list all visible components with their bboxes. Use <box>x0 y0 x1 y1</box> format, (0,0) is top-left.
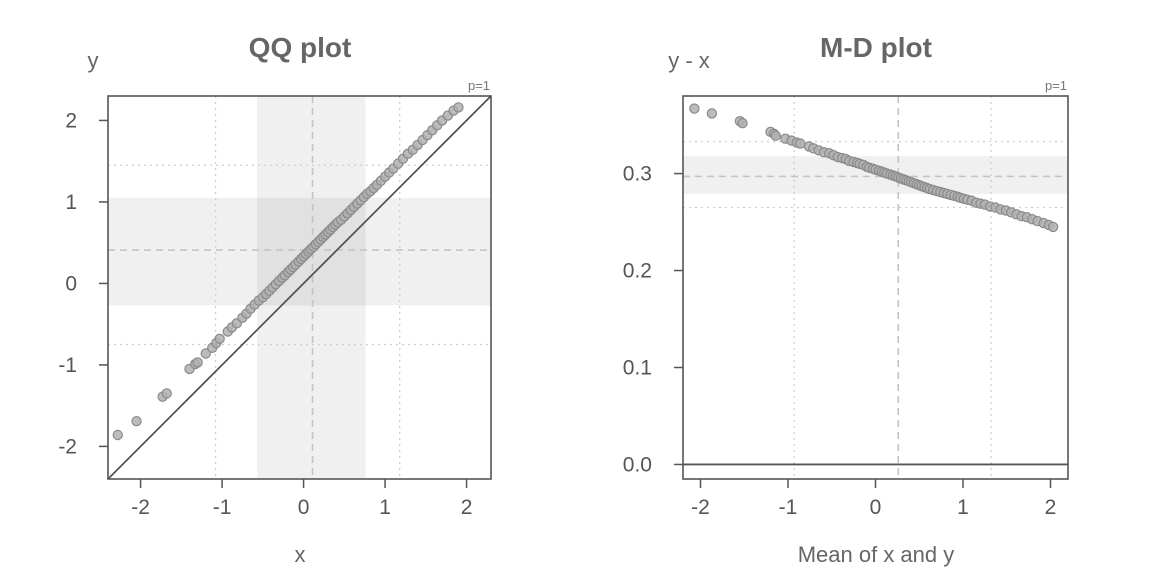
qq-x-tick-label: -2 <box>131 496 150 519</box>
md-data-point <box>689 103 700 114</box>
md-data-point <box>795 138 806 149</box>
md-corner-label: p=1 <box>1045 78 1067 93</box>
qq-data-point <box>200 348 211 359</box>
qq-plot-frame <box>107 95 492 480</box>
qq-y-axis-label: y <box>88 48 99 73</box>
md-title: M-D plot <box>820 32 932 63</box>
md-y-tick-label: 0.3 <box>623 163 652 186</box>
qq-identity-line <box>108 96 491 479</box>
md-y-tick-label: 0.1 <box>623 356 652 379</box>
qq-y-tick-label: 1 <box>65 191 77 214</box>
qq-y-tick-label: -2 <box>58 435 77 458</box>
md-x-tick-label: 0 <box>870 496 882 519</box>
md-data-point <box>706 108 718 119</box>
qq-data-point <box>192 357 203 368</box>
qq-x-tick-label: 1 <box>379 496 391 519</box>
md-y-tick-label: 0.2 <box>623 260 652 283</box>
qq-title: QQ plot <box>249 32 352 63</box>
qq-x-tick-label: 0 <box>298 496 310 519</box>
md-x-tick-label: -2 <box>691 496 710 519</box>
qq-plot-area <box>108 96 491 479</box>
md-plot-area <box>683 96 1068 479</box>
qq-data-point <box>131 415 142 427</box>
md-data-point <box>737 117 748 129</box>
qq-y-tick-label: 0 <box>65 272 77 295</box>
md-x-tick-label: 1 <box>957 496 969 519</box>
qq-data-point <box>161 388 172 399</box>
qq-data-point <box>214 333 225 345</box>
qq-data-point <box>112 429 123 441</box>
md-y-tick-label: 0.0 <box>623 453 652 476</box>
md-x-axis-label: Mean of x and y <box>798 542 955 567</box>
md-plot-frame <box>682 95 1069 480</box>
md-data-point <box>1047 221 1059 233</box>
qq-plot-panel: -2 -1 0 1 2 -2 -1 0 1 2 QQ plot y x p=1 <box>58 32 492 567</box>
md-y-quartile-band <box>683 156 1068 194</box>
qq-data-point <box>453 102 464 113</box>
qq-x-axis-label: x <box>295 542 306 567</box>
md-data-point <box>770 130 781 141</box>
md-x-tick-label: 2 <box>1045 496 1057 519</box>
md-x-tick-label: -1 <box>779 496 798 519</box>
qq-y-tick-label: 2 <box>65 109 77 132</box>
md-y-axis-label: y - x <box>668 48 710 73</box>
qq-y-tick-label: -1 <box>58 354 77 377</box>
qq-x-tick-label: 2 <box>461 496 473 519</box>
md-plot-panel: -2 -1 0 1 2 0.0 0.1 0.2 0.3 M-D plot y - x Mean of … <box>623 32 1069 567</box>
qq-corner-label: p=1 <box>468 78 490 93</box>
qq-x-tick-label: -1 <box>213 496 232 519</box>
